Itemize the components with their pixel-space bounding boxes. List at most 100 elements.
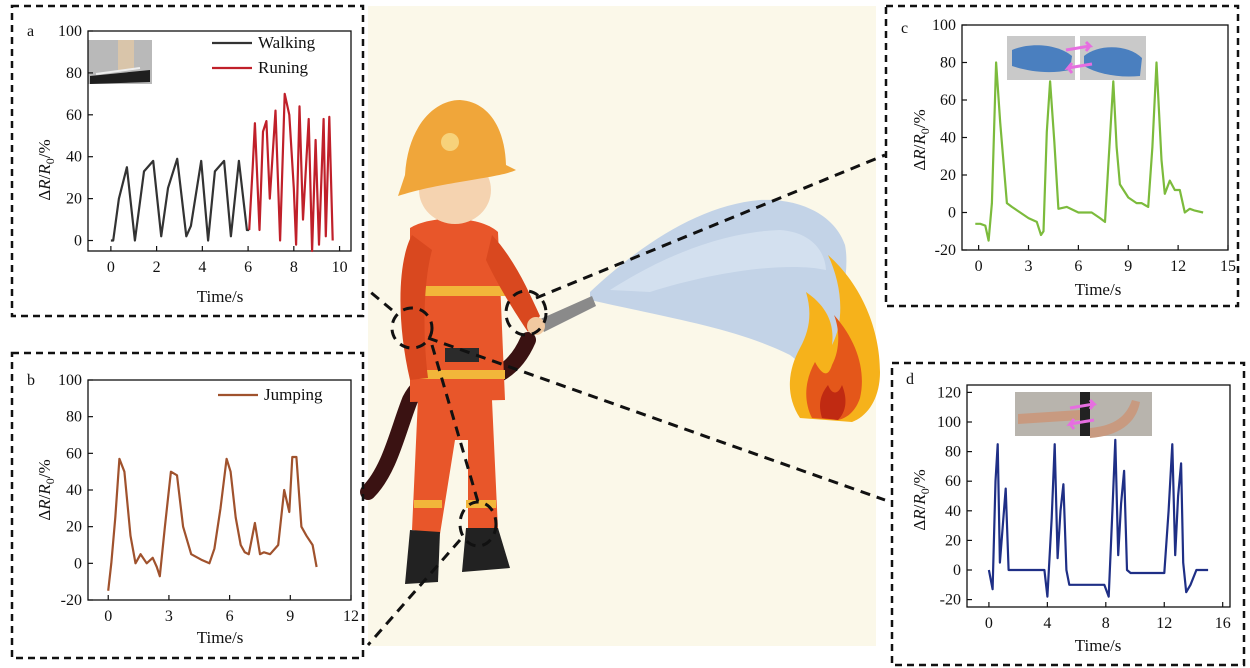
panel-c-ylabel: ΔR/R0/% [910, 109, 932, 170]
panel-b-plot-frame [87, 379, 352, 601]
panel-b-xtick-label: 12 [343, 608, 359, 625]
panel-a-series-line-walking [110, 157, 250, 242]
panel-d-xtick-label: 0 [985, 615, 993, 632]
panel-b-ytick-label: 40 [66, 482, 82, 499]
panel-c-ytick-label: 20 [940, 167, 956, 184]
helmet-badge [441, 133, 459, 151]
panel-d-ytick-label: 20 [945, 532, 961, 549]
panel-c-xtick-label: 15 [1220, 258, 1236, 275]
panel-b-xtick-label: 0 [104, 608, 112, 625]
panel-c-ytick-label: 0 [948, 205, 956, 222]
arm-right [486, 235, 540, 332]
panel-a-ytick-label: 40 [66, 149, 82, 166]
panel-b-xtick-label: 3 [165, 608, 173, 625]
panel-d-chart: d ΔR/R0/% Time/s 0 4 8 12 16 -20 0 20 40 60 80 100 1… [906, 371, 1231, 655]
panel-a-ytick-label: 100 [58, 23, 82, 40]
panel-c-ytick-label: 60 [940, 92, 956, 109]
panel-d-label: d [906, 371, 914, 388]
panel-d-xtick-label: 4 [1043, 615, 1051, 632]
fire-icon [789, 255, 880, 422]
leg-stripe-right [466, 500, 496, 508]
panel-a-series-line-runing [248, 92, 334, 253]
panel-a-ytick-label: 80 [66, 65, 82, 82]
panel-d-ytick-label: 120 [937, 384, 961, 401]
panel-b-chart: b ΔR/R0/% Time/s 0 3 6 9 12 -20 0 20 40 60 80 100 Ju… [27, 372, 359, 647]
panel-c-xtick-label: 3 [1025, 258, 1033, 275]
leader-line-c [535, 153, 886, 300]
panel-d-frame [890, 361, 1246, 667]
panel-b-ylabel: ΔR/R0/% [35, 459, 57, 520]
panel-b-label: b [27, 372, 35, 389]
panel-c-ytick-label: 40 [940, 130, 956, 147]
panel-c-xtick-label: 0 [975, 258, 983, 275]
panel-a-legend-label: Runing [258, 58, 309, 77]
callouts [366, 153, 886, 646]
leader-line-d [427, 336, 886, 502]
panel-d-ytick-label: 0 [953, 562, 961, 579]
panel-a-plot-frame [87, 30, 352, 252]
panel-a-legend-label: Walking [258, 33, 316, 52]
callout-knee [458, 500, 498, 548]
panel-a-ytick-label: 60 [66, 107, 82, 124]
leader-line-knee [430, 344, 480, 503]
panel-b-xtick-label: 6 [226, 608, 234, 625]
panel-d-ytick-label: -20 [940, 592, 961, 609]
jacket-stripe-1 [410, 286, 505, 296]
panel-c-xlabel: Time/s [1075, 280, 1122, 299]
panel-b-ytick-label: 80 [66, 409, 82, 426]
panel-a-xtick-label: 6 [244, 259, 252, 276]
firefighter-illustration [360, 6, 880, 646]
hand-right [527, 317, 545, 335]
panel-d-xtick-label: 8 [1102, 615, 1110, 632]
panel-b-ytick-label: 60 [66, 445, 82, 462]
panel-a-frame [10, 4, 365, 318]
boot-left [405, 530, 440, 584]
panel-b-xlabel: Time/s [197, 628, 244, 647]
panel-a-xtick-label: 10 [332, 259, 348, 276]
panel-c-series-line-0 [975, 61, 1204, 242]
panel-d-ylabel: ΔR/R0/% [910, 469, 932, 530]
callout-elbow [390, 306, 434, 350]
panel-c-xtick-label: 12 [1170, 258, 1186, 275]
panel-c-frame [884, 4, 1240, 308]
panel-a-ylabel: ΔR/R0/% [35, 139, 57, 200]
callout-wrist [504, 289, 548, 337]
walking-photo-icon [88, 40, 152, 84]
panel-d-xtick-label: 12 [1156, 615, 1172, 632]
firefighter-helmet [398, 100, 516, 196]
panel-b-frame [10, 351, 365, 660]
panel-d-plot-frame [966, 384, 1231, 608]
panel-b-xtick-label: 9 [286, 608, 294, 625]
leg-stripe-left [414, 500, 442, 508]
panel-a-chart: a ΔR/R0/% Time/s 0 2 4 6 8 10020406080100Walk… [27, 23, 352, 306]
belt [445, 348, 479, 362]
panel-b-ytick-label: 100 [58, 372, 82, 389]
panel-b-ytick-label: 20 [66, 519, 82, 536]
panel-b-ytick-label: -20 [61, 592, 82, 609]
panel-d-ytick-label: 40 [945, 503, 961, 520]
panel-c-ytick-label: 80 [940, 55, 956, 72]
panel-a-xlabel: Time/s [197, 287, 244, 306]
panel-d-ytick-label: 60 [945, 473, 961, 490]
panel-a-xtick-label: 0 [107, 259, 115, 276]
leader-line-b [366, 539, 462, 646]
panel-a-xtick-label: 2 [153, 259, 161, 276]
panel-a-label: a [27, 23, 34, 40]
panel-a-xtick-label: 8 [290, 259, 298, 276]
panel-a-ytick-label: 0 [74, 233, 82, 250]
panel-d-xtick-label: 16 [1215, 615, 1231, 632]
panel-c-ytick-label: -20 [935, 242, 956, 259]
panel-d-ytick-label: 80 [945, 444, 961, 461]
panel-c-chart: c ΔR/R0/% Time/s 0 3 6 9 12 15 -20 0 20 40 60 80 100 [901, 17, 1236, 299]
hose-nozzle [538, 296, 596, 332]
jacket-stripe-2 [410, 370, 505, 379]
panel-d-xlabel: Time/s [1075, 636, 1122, 655]
glove-grip-photo-icon [1007, 36, 1146, 80]
panel-c-label: c [901, 20, 908, 37]
panel-c-xtick-label: 9 [1124, 258, 1132, 275]
panel-c-ytick-label: 100 [932, 17, 956, 34]
panel-d-series-line-0 [987, 438, 1209, 598]
water-spray-highlight [610, 230, 826, 292]
panel-b-ytick-label: 0 [74, 555, 82, 572]
